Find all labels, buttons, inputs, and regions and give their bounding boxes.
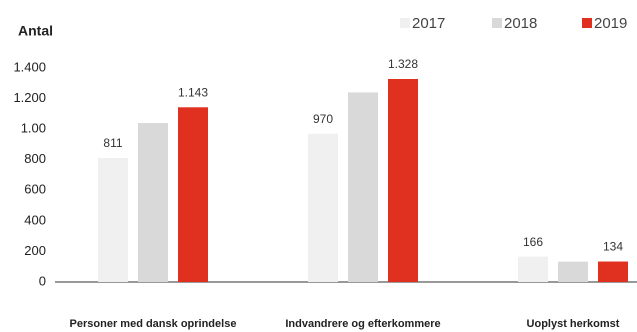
bar <box>308 133 338 282</box>
legend-label: 2018 <box>504 15 537 32</box>
value-label: 1.328 <box>388 57 418 71</box>
y-tick-label: 1.00 <box>21 121 46 136</box>
bar <box>558 261 588 282</box>
bar <box>138 123 168 283</box>
bar <box>598 261 628 282</box>
legend-label: 2019 <box>594 15 627 32</box>
value-label: 134 <box>603 240 623 254</box>
x-tick-label: Uoplyst herkomst <box>527 318 620 330</box>
legend-swatch <box>582 18 592 28</box>
legend-swatch <box>492 18 502 28</box>
legend-swatch <box>400 18 410 28</box>
value-label: 1.143 <box>178 85 208 99</box>
bar <box>388 79 418 283</box>
y-tick-label: 1.200 <box>13 90 46 105</box>
legend-label: 2017 <box>412 15 445 32</box>
y-tick-label: 800 <box>24 151 46 166</box>
x-tick-label: Personer med dansk oprindelse <box>70 318 237 330</box>
value-label: 166 <box>523 235 543 249</box>
y-tick-label: 0 <box>39 273 46 288</box>
y-tick-label: 200 <box>24 243 46 258</box>
y-axis-label: Antal <box>18 23 53 39</box>
bar <box>178 107 208 282</box>
value-label: 811 <box>103 136 122 150</box>
y-tick-label: 1.400 <box>13 59 46 74</box>
bar <box>348 92 378 282</box>
y-tick-label: 400 <box>24 212 46 227</box>
bar <box>518 256 548 282</box>
bar <box>98 158 128 282</box>
y-tick-label: 600 <box>24 182 46 197</box>
value-label: 970 <box>313 112 333 126</box>
x-tick-label: Indvandrere og efterkommere <box>285 318 440 330</box>
